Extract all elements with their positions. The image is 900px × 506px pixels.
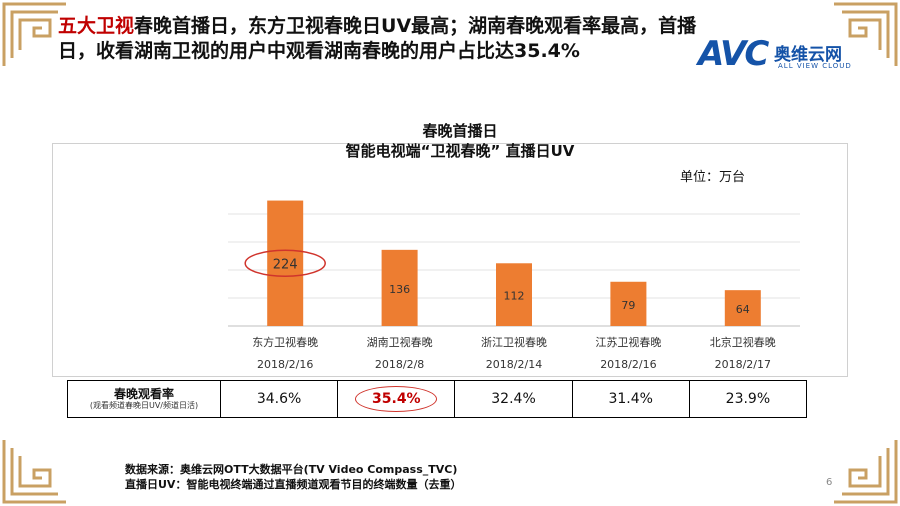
rate-value: 34.6% [256, 391, 302, 407]
rate-value: 23.9% [725, 391, 771, 407]
date-label: 2018/2/8 [375, 358, 424, 371]
data-source-note: 数据来源：奥维云网OTT大数据平台(TV Video Compass_TVC) [125, 463, 458, 476]
bar-chart: 224 东方卫视春晚 2018/2/16 136 湖南卫视春晚 2018/2/8 112 浙江… [228, 200, 800, 371]
chart-title: 春晚首播日 [422, 122, 498, 140]
data-label: 136 [389, 283, 410, 296]
rate-cell: 31.4% [571, 381, 689, 417]
category-label: 江苏卫视春晚 [595, 335, 661, 349]
date-label: 2018/2/14 [486, 358, 542, 371]
rate-header-cell: 春晚观看率 (观看频道春晚日UV/频道日活) [68, 381, 220, 417]
highlight-ellipse [244, 249, 326, 278]
data-label: 112 [504, 290, 525, 303]
date-label: 2018/2/16 [600, 358, 656, 371]
bar [724, 290, 761, 326]
rate-value: 31.4% [608, 391, 653, 407]
date-label: 2018/2/16 [257, 358, 313, 371]
rate-header-note: (观看频道春晚日UV/频道日活) [89, 401, 199, 410]
bar [381, 249, 418, 326]
data-label: 224 [273, 257, 298, 272]
chart-frame [52, 143, 848, 377]
bar [610, 281, 647, 326]
category-label: 浙江卫视春晚 [481, 335, 547, 349]
rate-cell: 34.6% [220, 381, 337, 417]
category-label: 湖南卫视春晚 [367, 335, 433, 349]
rate-value: 32.4% [491, 391, 536, 407]
corner-ornament [830, 0, 900, 70]
rate-cell: 35.4% [337, 381, 454, 417]
definition-note: 直播日UV：智能电视终端通过直播频道观看节目的终端数量（去重） [125, 478, 462, 491]
bar [267, 200, 304, 326]
corner-ornament [0, 0, 70, 70]
rate-cell: 32.4% [454, 381, 571, 417]
slide-headline: 五大卫视春晚首播日，东方卫视春晚日UV最高；湖南春晚观看率最高，首播日，收看湖南… [58, 14, 708, 64]
viewing-rate-table: 春晚观看率 (观看频道春晚日UV/频道日活) 34.6% 35.4% 32.4%… [67, 380, 807, 418]
company-logo: AVC 奥维云网 ALL VIEW CLOUD [698, 34, 868, 76]
logo-tagline: ALL VIEW CLOUD [778, 62, 852, 70]
bar [496, 263, 532, 326]
corner-ornament [830, 436, 900, 506]
highlight-ellipse [355, 386, 438, 412]
logo-name: 奥维云网 [774, 45, 842, 65]
rate-cell: 23.9% [688, 381, 806, 417]
page-number: 6 [826, 477, 833, 488]
data-label: 64 [736, 303, 750, 316]
data-label: 79 [621, 299, 635, 312]
headline-accent: 五大卫视 [58, 15, 135, 37]
corner-ornament [0, 436, 70, 506]
logo-mark: AVC [698, 34, 769, 74]
category-label: 东方卫视春晚 [252, 335, 318, 349]
headline-text: 春晚首播日，东方卫视春晚日UV最高；湖南春晚观看率最高，首播日，收看湖南卫视的用… [58, 15, 697, 62]
chart-subtitle: 智能电视端“卫视春晚” 直播日UV [345, 142, 575, 160]
date-label: 2018/2/17 [715, 358, 771, 371]
rate-header: 春晚观看率 [113, 387, 174, 401]
category-label: 北京卫视春晚 [710, 335, 776, 349]
unit-label: 单位：万台 [680, 170, 746, 185]
